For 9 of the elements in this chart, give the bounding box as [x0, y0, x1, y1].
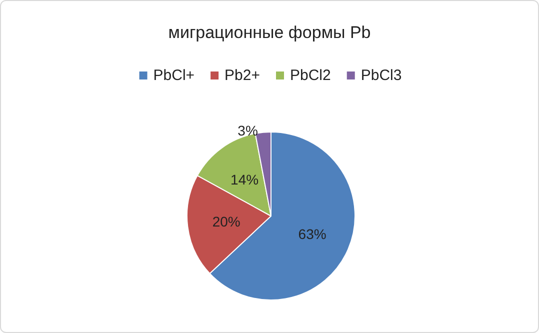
- chart-title: миграционные формы Pb: [168, 23, 371, 42]
- data-label: 3%: [238, 122, 258, 138]
- data-label: 63%: [298, 226, 326, 242]
- data-label: 14%: [230, 172, 259, 188]
- legend-label: Pb2+: [224, 67, 260, 84]
- legend-label: PbCl3: [360, 67, 402, 84]
- legend-label: PbCl2: [290, 67, 331, 84]
- legend-label: PbCl+: [153, 67, 195, 84]
- data-label: 20%: [212, 214, 240, 230]
